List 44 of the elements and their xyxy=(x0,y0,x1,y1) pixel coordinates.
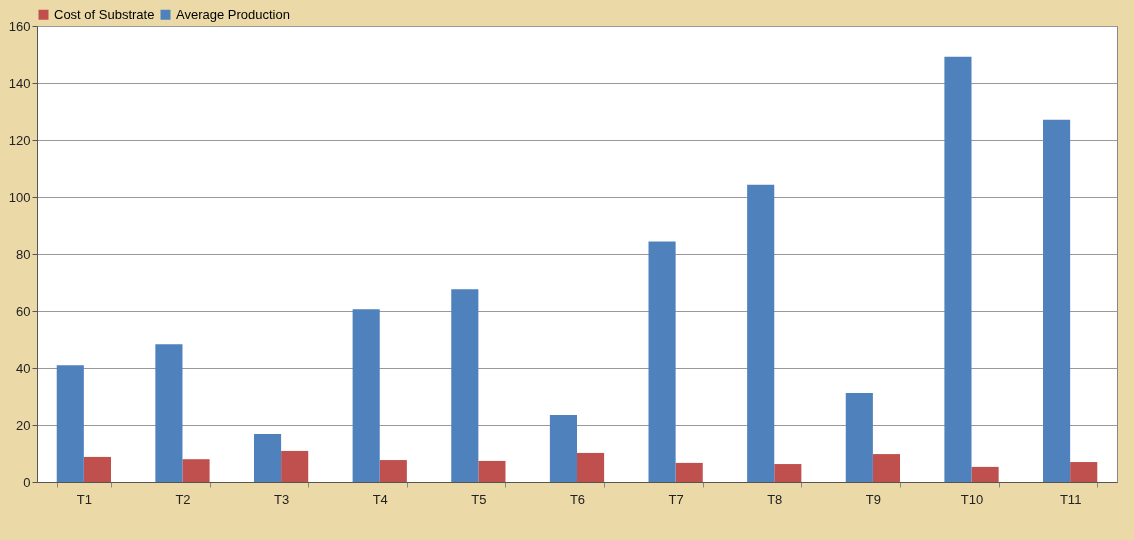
x-tick-label: T8 xyxy=(767,491,783,507)
x-tick-label: T4 xyxy=(372,491,388,507)
bar xyxy=(648,241,676,482)
bar xyxy=(478,460,506,482)
legend-label: Cost of Substrate xyxy=(54,6,155,22)
bar xyxy=(845,393,873,482)
bar xyxy=(747,184,775,482)
x-tick-label: T6 xyxy=(569,491,586,507)
bar xyxy=(774,464,802,482)
bar xyxy=(352,309,380,482)
bar xyxy=(944,56,972,482)
x-tick-label: T1 xyxy=(76,491,92,507)
y-tick-label: 0 xyxy=(23,474,31,490)
y-tick-label: 140 xyxy=(8,75,31,91)
bar xyxy=(971,466,999,482)
bar xyxy=(1043,119,1071,482)
x-tick-label: T2 xyxy=(175,491,191,507)
x-tick-label: T11 xyxy=(1059,491,1082,507)
y-tick-label: 20 xyxy=(16,417,31,433)
bar xyxy=(451,289,479,482)
y-tick-label: 160 xyxy=(8,18,31,34)
y-tick-label: 100 xyxy=(8,189,31,205)
x-tick-label: T3 xyxy=(274,491,290,507)
bar xyxy=(577,452,605,482)
bar xyxy=(549,415,577,482)
y-tick-label: 80 xyxy=(16,246,31,262)
bar xyxy=(182,459,210,482)
x-tick-label: T9 xyxy=(865,491,881,507)
bar xyxy=(56,365,84,482)
y-tick-label: 120 xyxy=(8,132,31,148)
bar xyxy=(155,344,183,482)
x-tick-label: T7 xyxy=(668,491,684,507)
legend-label: Average Production xyxy=(176,6,290,22)
bar xyxy=(379,460,407,482)
y-tick-label: 60 xyxy=(16,303,31,319)
x-tick-label: T5 xyxy=(471,491,487,507)
bar xyxy=(1070,462,1098,482)
bar xyxy=(253,434,282,482)
bar xyxy=(281,450,309,482)
x-tick-label: T10 xyxy=(960,491,984,507)
y-tick-label: 40 xyxy=(16,360,31,376)
bar xyxy=(83,456,111,482)
bar xyxy=(872,454,901,482)
bar xyxy=(675,462,703,482)
